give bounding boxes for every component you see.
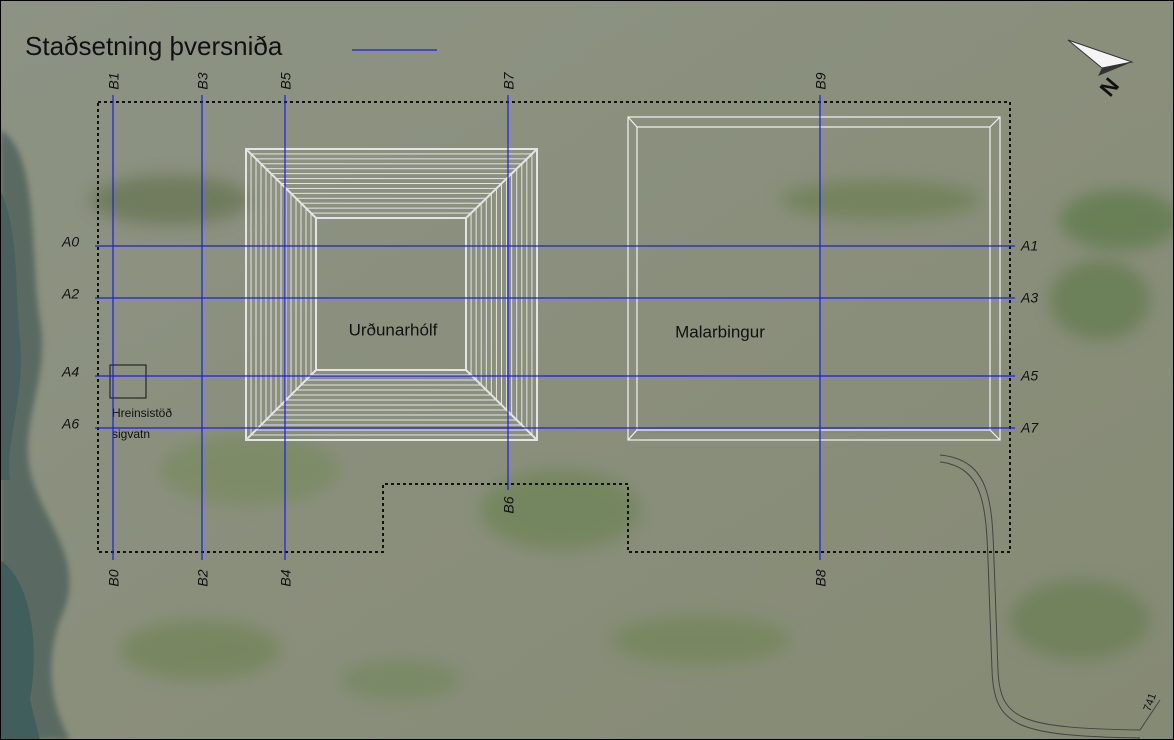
section-label: B4	[278, 569, 294, 586]
section-label: B3	[195, 72, 211, 89]
section-label: B5	[278, 72, 294, 89]
section-label: B7	[501, 71, 517, 89]
sea	[0, 560, 40, 740]
landfill-ring	[250, 153, 533, 436]
map-title: Staðsetning þversniða	[25, 31, 283, 61]
terrain-texture	[90, 175, 1174, 700]
landfill-ring	[280, 183, 502, 406]
landfill-label: Urðunarhólf	[349, 320, 438, 339]
landfill-ring	[300, 202, 482, 386]
landfill-ring	[245, 148, 538, 441]
gravel-pile-label: Malarbingur	[675, 322, 765, 341]
landfill-ring	[265, 168, 518, 421]
facility-label: sigvatn	[112, 427, 150, 441]
section-label: B2	[195, 569, 211, 586]
section-label: A5	[1020, 368, 1038, 384]
section-label: A0	[61, 234, 79, 250]
landfill-ring	[260, 163, 523, 426]
landfill-corner	[245, 148, 317, 219]
section-label: A2	[61, 286, 79, 302]
facility-label: Hreinsistöð	[112, 406, 172, 420]
landfill-ring	[305, 207, 477, 381]
landfill-ring	[315, 217, 467, 371]
landfill-corner	[465, 148, 538, 219]
gravel-pile-outline	[627, 116, 1001, 441]
section-label: B9	[813, 72, 829, 89]
road	[939, 454, 1161, 739]
landfill-outline	[245, 148, 538, 441]
section-label: A4	[61, 364, 79, 380]
landfill-ring	[285, 187, 497, 401]
section-label: B8	[813, 569, 829, 586]
site-boundary	[97, 101, 1011, 553]
sea	[0, 190, 21, 480]
section-label: B0	[106, 569, 122, 586]
landfill-ring	[295, 197, 487, 391]
landfill-ring	[275, 178, 508, 411]
landfill-ring	[310, 212, 472, 376]
cross-sections: A0 A1 A2 A3 A4 A5 A6 A7 B1 B0 B3 B2 B5 B4 B7 B6 B9 B8	[61, 71, 1039, 586]
landfill-ring	[270, 173, 513, 416]
landfill-ring	[290, 192, 492, 396]
facility-box	[109, 364, 147, 399]
section-label: A3	[1020, 290, 1038, 306]
road-label: 741	[1142, 692, 1160, 713]
section-label: A7	[1020, 420, 1039, 436]
landfill-ring	[255, 158, 528, 431]
section-label: B6	[501, 496, 517, 513]
section-label: B1	[106, 72, 122, 89]
section-label: A1	[1020, 238, 1038, 254]
section-label: A6	[61, 416, 79, 432]
